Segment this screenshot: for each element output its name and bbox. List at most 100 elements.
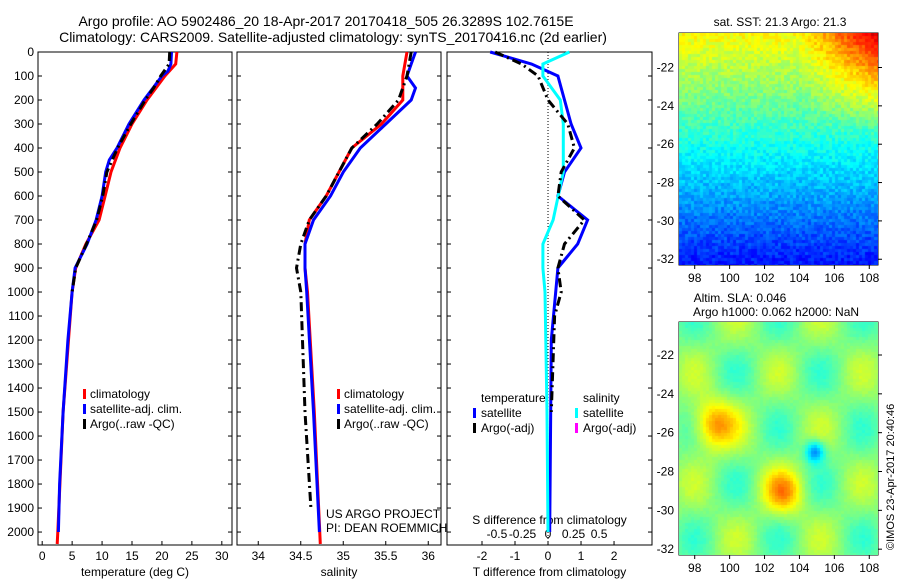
legend-label: satellite (583, 406, 624, 420)
legend-swatch (337, 404, 340, 414)
sla-map-lat-label: -32 (657, 542, 675, 556)
sst-map-lon-label: 100 (720, 271, 740, 285)
temperature-x-tick-label: 15 (125, 549, 139, 563)
sst-map-lat-label: -26 (657, 137, 675, 151)
legend-label: Argo(..raw -QC) (90, 417, 175, 431)
sla-map-lat-label: -30 (657, 503, 675, 517)
legend-label: Argo(-adj) (481, 421, 534, 435)
depth-tick-label: 1300 (7, 357, 34, 371)
profile-line-climatology (55, 51, 179, 545)
depth-tick-label: 300 (14, 117, 34, 131)
depth-tick-label: 700 (14, 213, 34, 227)
sla-map-lon-label: 106 (824, 561, 844, 575)
difference-x-tick-label: -2 (477, 549, 488, 563)
sst-map-lat-label: -28 (657, 176, 675, 190)
depth-tick-label: 1900 (7, 501, 34, 515)
depth-tick-label: 100 (14, 69, 34, 83)
title-line-2: Climatology: CARS2009. Satellite-adjuste… (59, 29, 607, 45)
legend-swatch (83, 419, 86, 429)
sla-map-lon-label: 100 (720, 561, 740, 575)
depth-tick-label: 900 (14, 261, 34, 275)
legend-label: Argo(..raw -QC) (344, 417, 429, 431)
depth-tick-label: 200 (14, 93, 34, 107)
difference-x-tick-label: 1 (578, 549, 585, 563)
temperature-axes-box (37, 51, 233, 546)
depth-tick-label: 400 (14, 141, 34, 155)
temperature-x-tick-label: 25 (185, 549, 199, 563)
difference-x-tick-label: -1 (510, 549, 521, 563)
s-tick-label: 0 (545, 527, 552, 541)
legend-label: Argo(-adj) (583, 421, 636, 435)
sst-map-image (679, 33, 878, 265)
temperature-x-tick-label: 5 (69, 549, 76, 563)
legend-swatch (337, 389, 340, 399)
profile-line-salinity-satellite (541, 50, 571, 533)
sla-map-lon-label: 98 (688, 561, 702, 575)
profile-line-satellite-adj-clim- (303, 51, 418, 533)
sla-map-image (679, 322, 878, 555)
profile-line-climatology (303, 51, 409, 545)
legend-label: climatology (90, 387, 150, 401)
depth-tick-label: 1600 (7, 429, 34, 443)
sla-map-title-1: Altim. SLA: 0.046 (694, 291, 787, 305)
temperature-x-tick-label: 20 (155, 549, 169, 563)
sla-map-lon-label: 108 (859, 561, 879, 575)
sla-map-lat-label: -26 (657, 426, 675, 440)
salinity-x-tick-label: 36 (422, 549, 436, 563)
legend-swatch (83, 404, 86, 414)
depth-tick-label: 1700 (7, 453, 34, 467)
s-tick-label: 0.5 (591, 527, 608, 541)
depth-tick-label: 1100 (8, 309, 34, 323)
legend-label: satellite-adj. clim. (344, 402, 436, 416)
depth-tick-label: 1500 (7, 405, 34, 419)
sst-map-lon-label: 104 (789, 271, 809, 285)
sla-map-title-2: Argo h1000: 0.062 h2000: NaN (693, 305, 859, 319)
sst-map-lat-label: -32 (657, 252, 675, 266)
salinity-x-tick-label: 35.5 (374, 549, 398, 563)
legend-swatch (575, 408, 578, 418)
sst-map-lon-label: 98 (688, 271, 702, 285)
legend-swatch (575, 423, 578, 433)
profile-line-argo-raw-qc- (294, 51, 413, 509)
depth-tick-label: 1800 (7, 477, 34, 491)
legend-header-temperature: temperature (481, 391, 546, 405)
salinity-x-tick-label: 35 (337, 549, 351, 563)
profile-line-temperature-satellite (489, 50, 590, 533)
sst-map-lon-label: 108 (859, 271, 879, 285)
sst-map-lat-label: -30 (657, 214, 675, 228)
sst-map-lat-label: -22 (657, 61, 675, 75)
depth-tick-label: 800 (14, 237, 34, 251)
salinity-x-tick-label: 34.5 (289, 549, 313, 563)
profile-line-satellite-adj-clim- (56, 51, 173, 533)
depth-tick-label: 2000 (7, 525, 34, 539)
profile-line-temperature-argo-adj- (494, 50, 587, 413)
sla-map-lat-label: -24 (657, 387, 675, 401)
difference-x-axis-label: T difference from climatology (473, 565, 627, 579)
credit-line-2: PI: DEAN ROEMMICH (326, 521, 447, 535)
credit-line-1: US ARGO PROJECT (326, 507, 441, 521)
depth-tick-label: 1400 (7, 381, 34, 395)
sla-map-lon-label: 104 (789, 561, 809, 575)
temperature-x-tick-label: 0 (39, 549, 46, 563)
s-tick-label: 0.25 (562, 527, 586, 541)
imos-timestamp: ©IMOS 23-Apr-2017 20:40:46 (885, 404, 897, 550)
sst-map-lat-label: -24 (657, 99, 675, 113)
salinity-x-axis-label: salinity (321, 565, 358, 579)
sla-map-lon-label: 102 (755, 561, 775, 575)
s-tick-label: -0.5 (487, 527, 508, 541)
salinity-x-tick-label: 34 (252, 549, 266, 563)
legend-label: climatology (344, 387, 404, 401)
legend-label: satellite (481, 406, 522, 420)
temperature-x-axis-label: temperature (deg C) (81, 565, 189, 579)
difference-x-tick-label: 0 (545, 549, 552, 563)
sla-map-lat-label: -28 (657, 465, 675, 479)
sla-map-lat-label: -22 (657, 348, 675, 362)
depth-tick-label: 0 (27, 45, 34, 59)
difference-x-tick-label: 2 (611, 549, 618, 563)
legend-swatch (473, 423, 476, 433)
depth-tick-label: 1200 (7, 333, 34, 347)
title-line-1: Argo profile: AO 5902486_20 18-Apr-2017 … (78, 13, 573, 29)
s-tick-label: -0.25 (509, 527, 537, 541)
